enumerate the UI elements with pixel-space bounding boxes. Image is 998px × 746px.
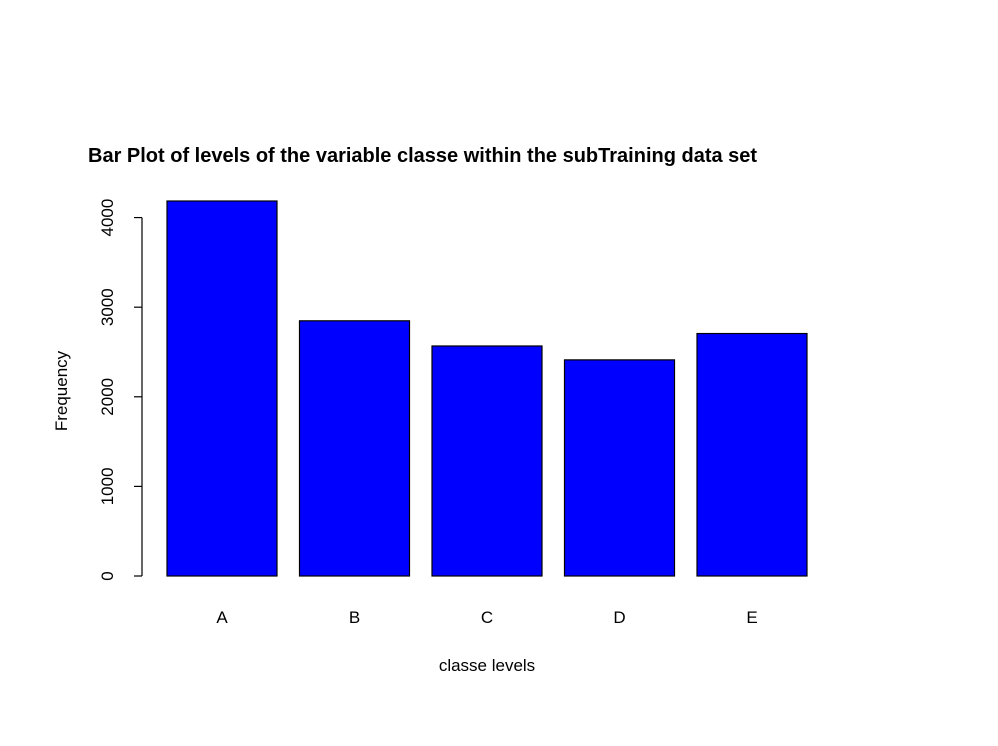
y-axis-ticks: 0 1000 2000 3000 4000 xyxy=(98,199,142,581)
bar-D xyxy=(563,359,676,577)
chart-title: Bar Plot of levels of the variable class… xyxy=(88,145,757,167)
x-tick-labels: A B C D E xyxy=(216,608,757,627)
bar-C xyxy=(431,345,543,577)
x-tick-label-A: A xyxy=(216,608,228,627)
y-axis-label: Frequency xyxy=(52,350,71,431)
x-tick-label-B: B xyxy=(349,608,360,627)
bar-A xyxy=(166,200,278,577)
y-tick-label-3000: 3000 xyxy=(98,288,117,326)
x-tick-label-D: D xyxy=(613,608,625,627)
x-tick-label-E: E xyxy=(746,608,757,627)
bar-E xyxy=(696,332,808,577)
y-tick-label-4000: 4000 xyxy=(98,199,117,237)
bar-B xyxy=(298,320,411,577)
x-axis-label: classe levels xyxy=(439,656,535,675)
x-tick-label-C: C xyxy=(481,608,493,627)
y-tick-label-2000: 2000 xyxy=(98,378,117,416)
y-tick-label-0: 0 xyxy=(98,571,117,580)
bars-group xyxy=(166,200,808,577)
y-tick-label-1000: 1000 xyxy=(98,467,117,505)
